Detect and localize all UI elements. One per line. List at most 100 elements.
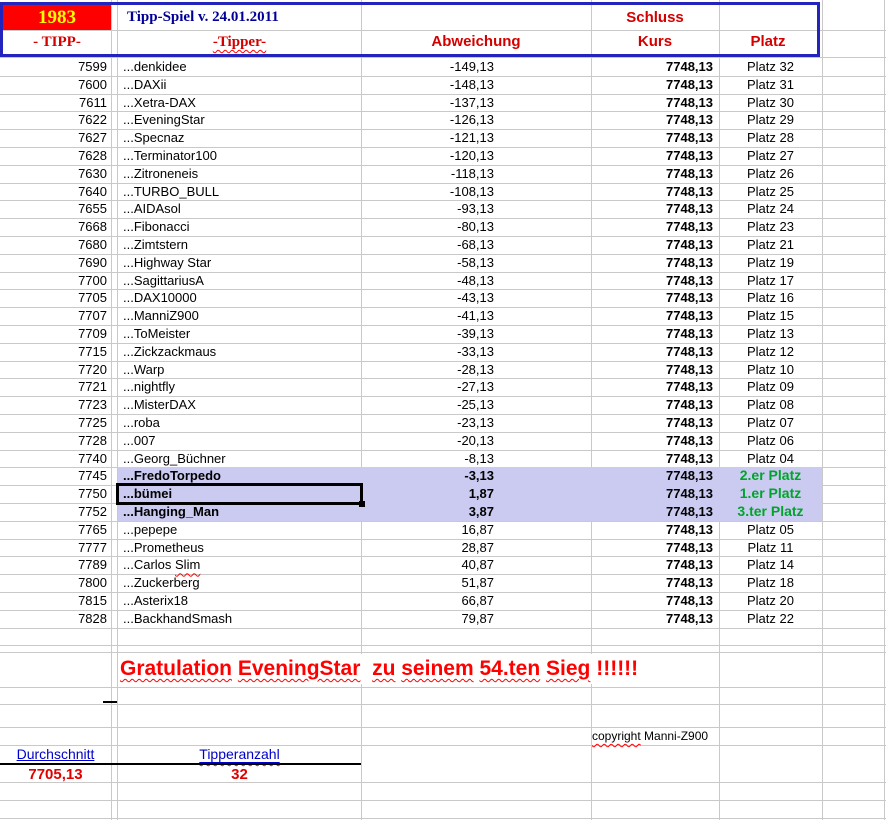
cell-abweichung[interactable]: 3,87 xyxy=(468,504,494,519)
cell-kurs[interactable]: 7748,13 xyxy=(666,308,713,324)
cell-tipp[interactable]: 7750 xyxy=(78,486,107,502)
abweichung-column-header[interactable]: Abweichung xyxy=(431,33,521,50)
cell-platz[interactable]: 2.er Platz xyxy=(739,467,802,484)
congratulation-text-cell[interactable]: Gratulation EveningStar zu seinem 54.ten… xyxy=(120,654,639,684)
cell-tipp[interactable]: 7800 xyxy=(78,575,107,591)
cell-abweichung[interactable]: -149,13 xyxy=(449,59,494,74)
cell-tipp[interactable]: 7745 xyxy=(78,468,107,484)
average-label-cell[interactable]: Durchschnitt xyxy=(0,746,111,763)
selection-fill-handle[interactable] xyxy=(359,500,365,507)
cell-platz[interactable]: Platz 15 xyxy=(747,308,794,324)
cell-tipp[interactable]: 7600 xyxy=(78,76,107,92)
cell-tipper[interactable]: ...Fibonacci xyxy=(123,219,190,235)
cell-kurs[interactable]: 7748,13 xyxy=(666,148,713,163)
year-cell[interactable]: 1983 xyxy=(3,5,111,30)
cell-abweichung[interactable]: -148,13 xyxy=(449,76,494,92)
cell-platz[interactable]: Platz 23 xyxy=(747,219,794,235)
cell-tipper[interactable]: ...nightfly xyxy=(123,379,176,395)
cell-tipp[interactable]: 7828 xyxy=(78,610,107,626)
tipper-count-label-cell[interactable]: Tipperanzahl xyxy=(118,746,361,763)
cell-tipper[interactable]: ...pepepe xyxy=(123,521,178,537)
cell-platz[interactable]: 1.er Platz xyxy=(739,485,802,502)
cell-tipp[interactable]: 7728 xyxy=(78,432,107,448)
cell-tipp[interactable]: 7723 xyxy=(78,397,107,413)
cell-kurs[interactable]: 7748,13 xyxy=(666,468,713,484)
cell-tipp[interactable]: 7680 xyxy=(78,237,107,252)
cell-tipper[interactable]: ...Specnaz xyxy=(123,130,185,146)
cell-tipp[interactable]: 7721 xyxy=(78,379,107,395)
cell-platz[interactable]: Platz 10 xyxy=(747,361,794,377)
cell-platz[interactable]: Platz 14 xyxy=(747,557,794,573)
game-title-cell[interactable]: Tipp-Spiel v. 24.01.2011 xyxy=(127,9,279,25)
cell-tipp[interactable]: 7668 xyxy=(78,219,107,235)
cell-tipp[interactable]: 7707 xyxy=(78,308,107,324)
cell-tipp[interactable]: 7765 xyxy=(78,521,107,537)
cell-platz[interactable]: Platz 05 xyxy=(747,521,794,537)
cell-abweichung[interactable]: -8,13 xyxy=(464,450,494,466)
cell-abweichung[interactable]: -58,13 xyxy=(457,254,494,270)
cell-kurs[interactable]: 7748,13 xyxy=(666,237,713,252)
cell-abweichung[interactable]: -39,13 xyxy=(457,326,494,341)
cell-abweichung[interactable]: 66,87 xyxy=(461,593,494,608)
cell-kurs[interactable]: 7748,13 xyxy=(666,59,713,74)
cell-platz[interactable]: Platz 17 xyxy=(747,272,794,288)
cell-platz[interactable]: Platz 13 xyxy=(747,326,794,341)
cell-abweichung[interactable]: 79,87 xyxy=(461,610,494,626)
cell-tipper[interactable]: ...Asterix18 xyxy=(123,593,189,608)
cell-tipp[interactable]: 7655 xyxy=(78,201,107,217)
tipper-count-value-cell[interactable]: 32 xyxy=(231,766,248,783)
cell-kurs[interactable]: 7748,13 xyxy=(666,183,713,199)
cell-tipper[interactable]: ...ManniZ900 xyxy=(123,308,199,324)
cell-tipper[interactable]: ...Carlos Slim xyxy=(123,557,201,573)
cell-tipper[interactable]: ...007 xyxy=(123,432,156,448)
cell-tipp[interactable]: 7705 xyxy=(78,290,107,306)
cell-tipp[interactable]: 7789 xyxy=(78,557,107,573)
cell-platz[interactable]: Platz 29 xyxy=(747,112,794,128)
cell-kurs[interactable]: 7748,13 xyxy=(666,326,713,341)
cell-abweichung[interactable]: -68,13 xyxy=(457,237,494,252)
cell-tipper[interactable]: ...Zimtstern xyxy=(123,237,189,252)
cell-abweichung[interactable]: -23,13 xyxy=(457,415,494,430)
cell-platz[interactable]: Platz 26 xyxy=(747,165,794,181)
cell-tipp[interactable]: 7690 xyxy=(78,254,107,270)
cell-platz[interactable]: Platz 06 xyxy=(747,432,794,448)
cell-platz[interactable]: Platz 18 xyxy=(747,575,794,591)
cell-abweichung[interactable]: -41,13 xyxy=(457,308,494,324)
cell-tipp[interactable]: 7622 xyxy=(78,112,107,128)
cell-tipper[interactable]: ...roba xyxy=(123,415,160,430)
cell-tipp[interactable]: 7715 xyxy=(78,343,107,359)
cell-tipper[interactable]: ...BackhandSmash xyxy=(123,610,233,626)
cell-platz[interactable]: Platz 11 xyxy=(747,539,794,555)
cell-abweichung[interactable]: 40,87 xyxy=(461,557,494,573)
cell-tipp[interactable]: 7752 xyxy=(78,504,107,519)
cell-platz[interactable]: Platz 12 xyxy=(747,343,794,359)
cell-abweichung[interactable]: -48,13 xyxy=(457,272,494,288)
cell-platz[interactable]: Platz 21 xyxy=(747,237,794,252)
cell-kurs[interactable]: 7748,13 xyxy=(666,450,713,466)
cell-kurs[interactable]: 7748,13 xyxy=(666,379,713,395)
cell-tipper[interactable]: ...Georg_Büchner xyxy=(123,450,226,466)
cell-abweichung[interactable]: -3,13 xyxy=(464,468,494,484)
cell-tipper[interactable]: ...AIDAsol xyxy=(123,201,181,217)
cell-platz[interactable]: Platz 31 xyxy=(747,76,794,92)
cell-tipp[interactable]: 7630 xyxy=(78,165,107,181)
cell-kurs[interactable]: 7748,13 xyxy=(666,432,713,448)
cell-tipp[interactable]: 7725 xyxy=(78,415,107,430)
cell-abweichung[interactable]: -25,13 xyxy=(457,397,494,413)
cell-kurs[interactable]: 7748,13 xyxy=(666,521,713,537)
cell-tipper[interactable]: ...Zitroneneis xyxy=(123,165,199,181)
cell-tipper[interactable]: ...Highway Star xyxy=(123,254,212,270)
cell-tipp[interactable]: 7740 xyxy=(78,450,107,466)
cell-tipp[interactable]: 7628 xyxy=(78,148,107,163)
cell-tipper[interactable]: ...Xetra-DAX xyxy=(123,94,196,110)
platz-column-header[interactable]: Platz xyxy=(750,33,786,50)
cell-abweichung[interactable]: -108,13 xyxy=(449,183,494,199)
cell-kurs[interactable]: 7748,13 xyxy=(666,219,713,235)
cell-abweichung[interactable]: -20,13 xyxy=(457,432,494,448)
cell-kurs[interactable]: 7748,13 xyxy=(666,94,713,110)
cell-kurs[interactable]: 7748,13 xyxy=(666,201,713,217)
cell-abweichung[interactable]: 16,87 xyxy=(461,521,494,537)
cell-tipp[interactable]: 7599 xyxy=(78,59,107,74)
cell-kurs[interactable]: 7748,13 xyxy=(666,504,713,519)
cell-kurs[interactable]: 7748,13 xyxy=(666,539,713,555)
